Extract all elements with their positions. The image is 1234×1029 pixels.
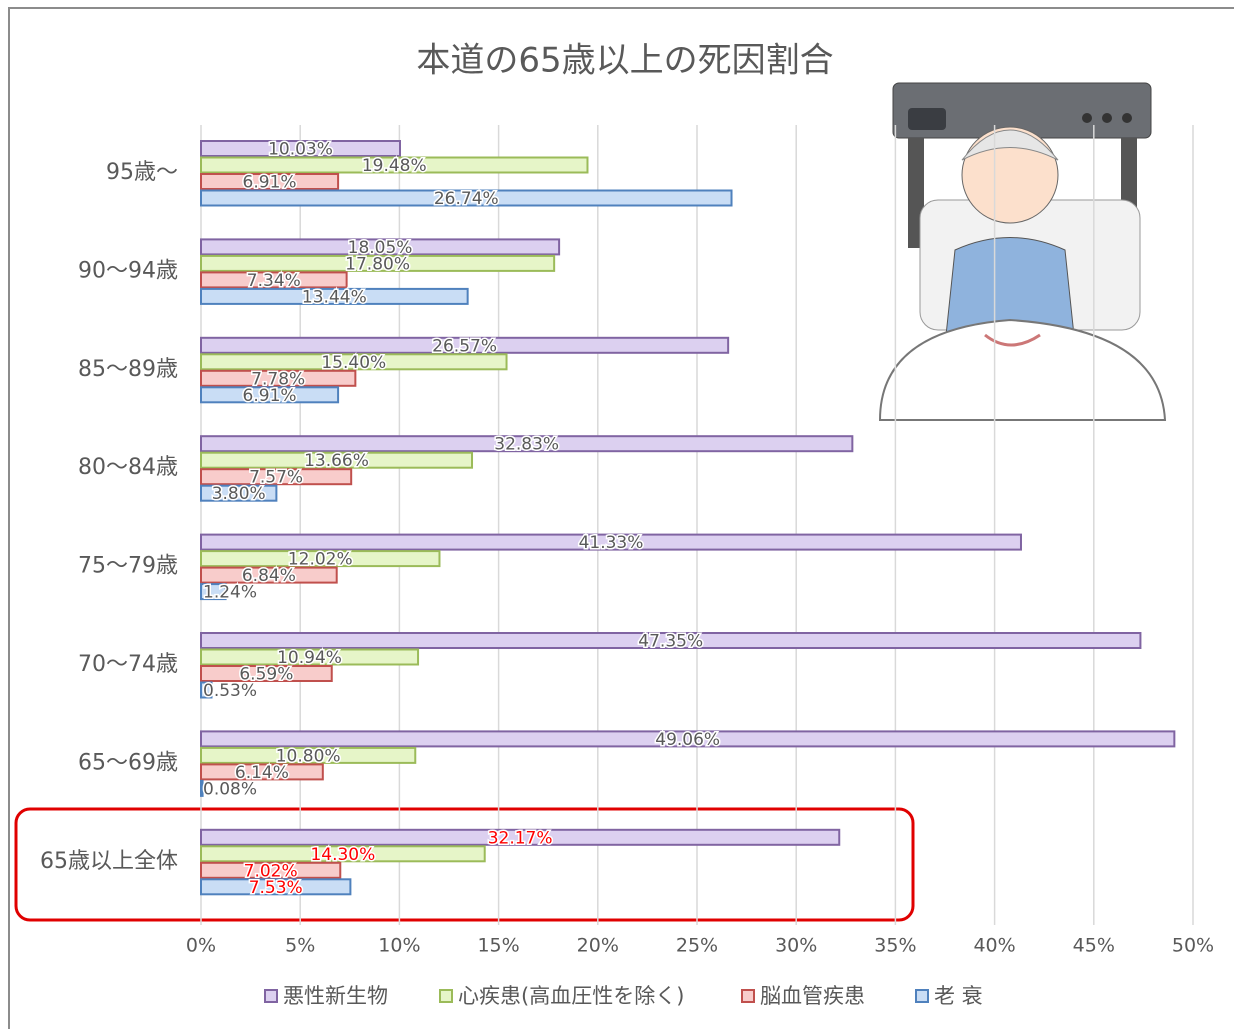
value-label: 41.33% bbox=[579, 533, 644, 553]
chart-title: 本道の65歳以上の死因割合 bbox=[416, 41, 833, 81]
value-label: 47.35% bbox=[638, 632, 703, 652]
value-label: 0.53% bbox=[203, 681, 257, 701]
legend-marker bbox=[742, 990, 754, 1002]
x-tick-label: 10% bbox=[378, 935, 420, 957]
legend-label: 心疾患(高血圧性を除く) bbox=[458, 984, 684, 1008]
legend-label: 悪性新生物 bbox=[283, 984, 388, 1008]
legend-label: 老 衰 bbox=[934, 984, 983, 1008]
y-tick-label: 95歳〜 bbox=[106, 160, 178, 185]
x-tick-label: 35% bbox=[874, 935, 916, 957]
x-tick-label: 25% bbox=[676, 935, 718, 957]
legend-marker bbox=[916, 990, 928, 1002]
value-label: 13.44% bbox=[302, 287, 367, 307]
y-tick-label: 65〜69歳 bbox=[78, 750, 178, 775]
y-tick-label: 85〜89歳 bbox=[78, 357, 178, 382]
value-label: 32.17% bbox=[488, 828, 553, 848]
x-tick-label: 15% bbox=[477, 935, 519, 957]
x-tick-label: 0% bbox=[186, 935, 216, 957]
value-label: 17.80% bbox=[345, 254, 410, 274]
value-label: 49.06% bbox=[655, 730, 720, 750]
y-tick-label: 90〜94歳 bbox=[78, 258, 178, 283]
x-tick-label: 5% bbox=[285, 935, 315, 957]
value-label: 32.83% bbox=[494, 435, 559, 455]
legend-marker bbox=[265, 990, 277, 1002]
legend-marker bbox=[440, 990, 452, 1002]
chart: 本道の65歳以上の死因割合 0% 5% 10% 15% 20% 25% 30% 35% 40% 4… bbox=[0, 0, 1234, 1029]
x-tick-label: 45% bbox=[1073, 935, 1115, 957]
value-label: 7.53% bbox=[249, 878, 303, 898]
value-label: 3.80% bbox=[212, 484, 266, 504]
value-label: 1.24% bbox=[203, 583, 257, 603]
legend-label: 脳血管疾患 bbox=[760, 984, 865, 1008]
y-tick-label: 70〜74歳 bbox=[78, 652, 178, 677]
y-tick-label: 75〜79歳 bbox=[78, 554, 178, 579]
y-tick-label: 65歳以上全体 bbox=[40, 849, 178, 874]
x-tick-label: 30% bbox=[775, 935, 817, 957]
y-tick-label: 80〜84歳 bbox=[78, 455, 178, 480]
x-tick-label: 50% bbox=[1172, 935, 1214, 957]
x-tick-label: 40% bbox=[973, 935, 1015, 957]
x-tick-label: 20% bbox=[577, 935, 619, 957]
illustration bbox=[880, 83, 1165, 420]
value-label: 26.74% bbox=[434, 189, 499, 209]
value-label: 0.08% bbox=[203, 779, 257, 799]
value-label: 6.91% bbox=[243, 386, 297, 406]
value-label: 19.48% bbox=[362, 156, 427, 176]
